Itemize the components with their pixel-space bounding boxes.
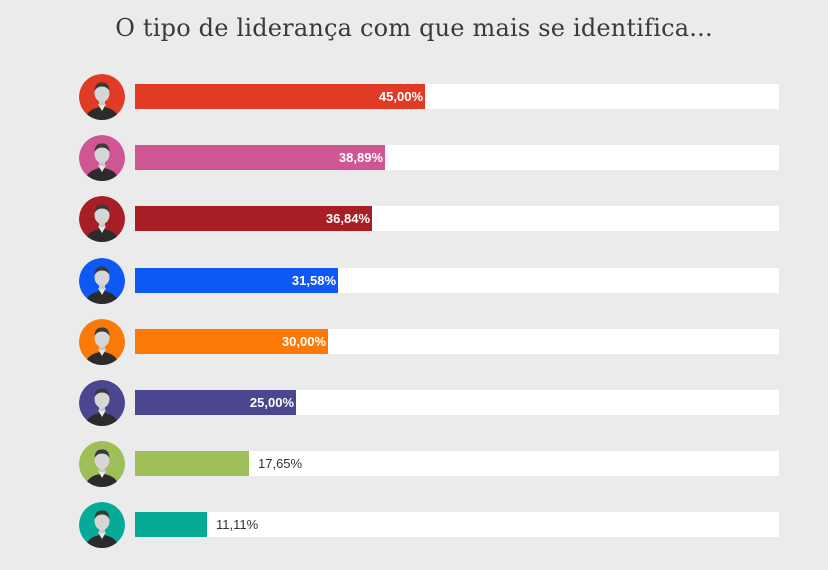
bar-track: 30,00% <box>135 329 779 354</box>
bar <box>135 451 249 476</box>
person-photo-icon <box>79 441 125 487</box>
bar-track: 25,00% <box>135 390 779 415</box>
bar-track: 17,65% <box>135 451 779 476</box>
data-label: 17,65% <box>258 456 303 471</box>
data-label: 25,00% <box>249 395 294 410</box>
bar <box>135 329 328 354</box>
bar-track: 45,00% <box>135 84 779 109</box>
data-label: 45,00% <box>378 89 423 104</box>
chart-row: 31,58% <box>0 258 828 304</box>
chart-row: 11,11% <box>0 502 828 548</box>
person-photo-icon <box>79 74 125 120</box>
chart-row: 25,00% <box>0 380 828 426</box>
chart-row: 36,84% <box>0 196 828 242</box>
data-label: 31,58% <box>291 273 336 288</box>
data-label: 11,11% <box>216 517 259 532</box>
bar <box>135 268 338 293</box>
person-photo-icon <box>79 502 125 548</box>
person-photo-icon <box>79 196 125 242</box>
bar <box>135 206 372 231</box>
person-photo-icon <box>79 258 125 304</box>
person-photo-icon <box>79 380 125 426</box>
bar-track: 11,11% <box>135 512 779 537</box>
chart-row: 30,00% <box>0 319 828 365</box>
data-label: 30,00% <box>281 334 326 349</box>
bar-track: 38,89% <box>135 145 779 170</box>
chart-row: 45,00% <box>0 74 828 120</box>
bar <box>135 512 207 537</box>
data-label: 36,84% <box>325 211 370 226</box>
chart-row: 17,65% <box>0 441 828 487</box>
chart-title: O tipo de liderança com que mais se iden… <box>115 14 713 42</box>
data-label: 38,89% <box>338 150 383 165</box>
chart-row: 38,89% <box>0 135 828 181</box>
bar-track: 31,58% <box>135 268 779 293</box>
bar-track: 36,84% <box>135 206 779 231</box>
person-photo-icon <box>79 319 125 365</box>
person-photo-icon <box>79 135 125 181</box>
bar <box>135 145 385 170</box>
bar <box>135 390 296 415</box>
bar <box>135 84 425 109</box>
